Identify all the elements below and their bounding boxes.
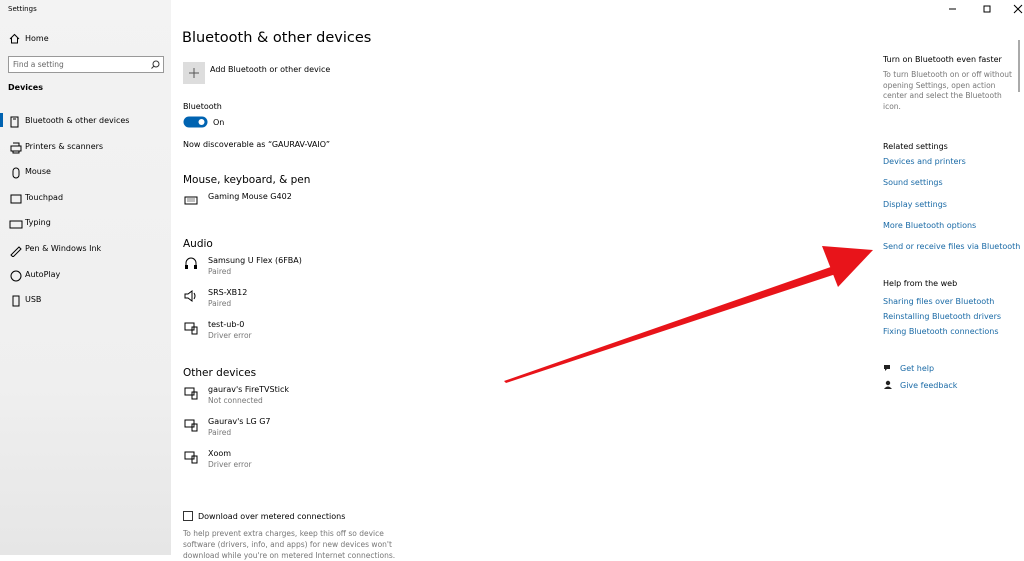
metered-checkbox[interactable] <box>183 511 193 521</box>
device-icon <box>184 290 196 302</box>
nav-item[interactable]: Typing <box>25 218 51 228</box>
add-device[interactable]: Add Bluetooth or other device <box>210 65 331 74</box>
device-status: Paired <box>208 267 232 276</box>
give-feedback[interactable]: Give feedback <box>900 381 958 390</box>
device-status: Driver error <box>208 460 252 469</box>
scrollbar[interactable] <box>1018 40 1020 92</box>
home-link[interactable]: Home <box>25 34 49 43</box>
nav-icon <box>9 220 23 229</box>
group-title: Other devices <box>183 367 257 379</box>
related-link[interactable]: More Bluetooth options <box>883 220 977 230</box>
page-title: Bluetooth & other devices <box>182 30 372 46</box>
search-placeholder: Find a setting <box>13 60 64 69</box>
nav-item[interactable]: Bluetooth & other devices <box>25 116 130 125</box>
device-name[interactable]: SRS-XB12 <box>208 288 248 297</box>
device-icon <box>184 322 198 335</box>
nav-item[interactable]: USB <box>25 295 42 305</box>
device-name[interactable]: gaurav's FireTVStick <box>208 385 289 394</box>
nav-item[interactable]: AutoPlay <box>25 269 61 279</box>
related-link[interactable]: Send or receive files via Bluetooth <box>883 242 1021 252</box>
nav-item[interactable]: Touchpad <box>25 192 64 202</box>
device-icon <box>184 451 198 464</box>
add-button[interactable] <box>183 62 205 84</box>
nav-item[interactable]: Printers & scanners <box>25 141 104 151</box>
related-link[interactable]: Display settings <box>883 199 947 209</box>
get-help-icon <box>884 365 890 371</box>
device-status: Not connected <box>208 396 263 405</box>
device-name[interactable]: test-ub-0 <box>208 320 245 329</box>
bluetooth-label: Bluetooth <box>183 102 222 111</box>
related-title: Related settings <box>883 142 948 151</box>
close[interactable] <box>1013 4 1023 14</box>
device-name[interactable]: Xoom <box>208 449 232 458</box>
device-status: Paired <box>208 299 232 308</box>
tip-title: Turn on Bluetooth even faster <box>883 55 1002 64</box>
search-box[interactable]: Find a setting <box>8 56 164 73</box>
restore[interactable] <box>983 5 991 13</box>
nav-icon <box>12 167 20 179</box>
device-name[interactable]: Gaurav's LG G7 <box>208 417 271 426</box>
nav-icon <box>10 142 22 154</box>
help-title: Help from the web <box>883 279 958 288</box>
get-help[interactable]: Get help <box>900 364 935 373</box>
device-name[interactable]: Samsung U Flex (6FBA) <box>208 256 302 265</box>
window-controls[interactable] <box>945 3 1024 15</box>
help-link[interactable]: Reinstalling Bluetooth drivers <box>883 312 1002 321</box>
sidebar-section: Devices <box>8 83 43 92</box>
nav-icon <box>10 270 22 282</box>
metered-label[interactable]: Download over metered connections <box>198 512 346 521</box>
bluetooth-state: On <box>213 118 225 127</box>
window-title: Settings <box>8 5 37 13</box>
sidebar <box>0 0 171 555</box>
selected-indicator <box>0 113 3 127</box>
plus-icon <box>189 68 199 78</box>
related-link[interactable]: Devices and printers <box>883 157 966 166</box>
tip-text: To turn Bluetooth on or off without open… <box>883 70 1012 112</box>
device-icon <box>184 387 198 400</box>
home-icon <box>9 33 20 44</box>
discoverable: Now discoverable as “GAURAV-VAIO” <box>183 140 331 149</box>
bluetooth-toggle[interactable] <box>183 116 208 128</box>
nav-icon <box>10 116 19 128</box>
device-icon <box>185 257 197 269</box>
feedback-icon <box>884 380 892 389</box>
device-icon <box>184 196 198 205</box>
device-status: Paired <box>208 428 232 437</box>
nav-item[interactable]: Pen & Windows Ink <box>25 244 102 253</box>
nav-icon <box>10 246 22 257</box>
nav-icon <box>10 194 22 204</box>
help-link[interactable]: Fixing Bluetooth connections <box>883 327 999 336</box>
related-link[interactable]: Sound settings <box>883 178 943 188</box>
device-icon <box>184 419 198 432</box>
nav-icon <box>12 295 20 307</box>
device-status: Driver error <box>208 331 252 340</box>
search-icon[interactable] <box>151 60 160 69</box>
device-name[interactable]: Gaming Mouse G402 <box>208 192 292 201</box>
group-title: Mouse, keyboard, & pen <box>183 174 311 186</box>
nav-item[interactable]: Mouse <box>25 167 51 177</box>
group-title: Audio <box>183 238 213 250</box>
help-link[interactable]: Sharing files over Bluetooth <box>883 297 995 306</box>
